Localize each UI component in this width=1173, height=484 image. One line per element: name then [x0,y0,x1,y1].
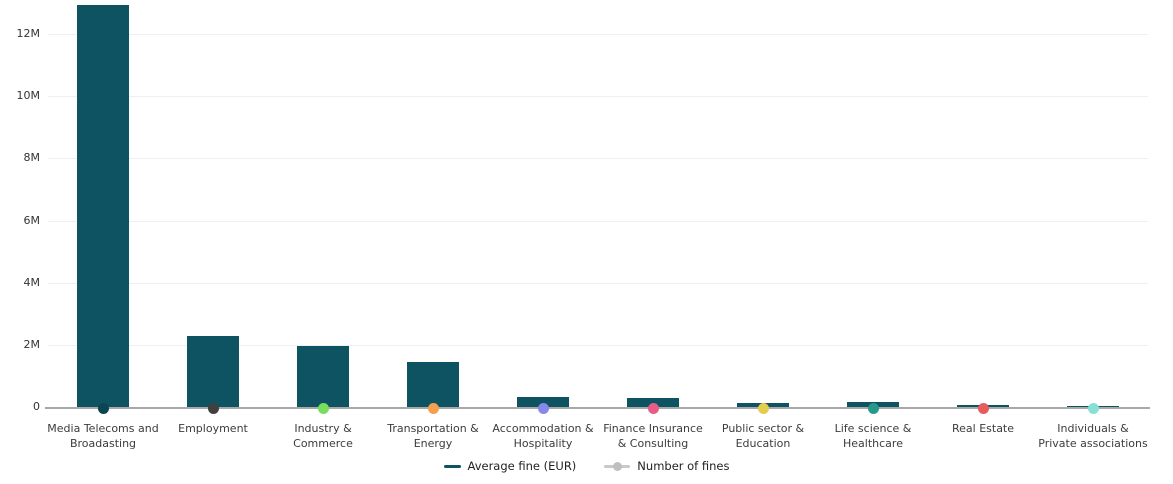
x-category-label-0: Media Telecoms and Broadasting [47,422,159,450]
y-tick-label-8M: 8M [23,151,41,164]
bar-category-3[interactable] [407,362,459,407]
number-of-fines-dot-6[interactable] [758,403,769,414]
number-of-fines-dot-9[interactable] [1088,403,1099,414]
legend-line-swatch-icon [443,464,461,468]
y-tick-label-12M: 12M [16,27,41,40]
y-tick-label-10M: 10M [16,89,41,102]
number-of-fines-dot-7[interactable] [868,403,879,414]
gridline-12M [48,34,1148,35]
y-tick-label-0: 0 [33,400,40,413]
number-of-fines-dot-4[interactable] [538,403,549,414]
gridline-4M [48,283,1148,284]
x-category-label-8: Real Estate [951,422,1015,435]
legend-line-dot-swatch-icon [604,461,631,471]
x-category-label-1: Employment [178,422,248,435]
legend-label-number-of-fines: Number of fines [637,459,730,473]
x-category-label-3: Transportation & Energy [387,422,479,450]
x-category-label-2: Industry & Commerce [293,422,353,450]
y-tick-label-6M: 6M [23,214,41,227]
gridline-6M [48,221,1148,222]
bar-category-0[interactable] [77,5,129,407]
number-of-fines-dot-5[interactable] [648,403,659,414]
x-category-label-9: Individuals & Private associations [1038,422,1148,450]
bar-category-1[interactable] [187,336,239,407]
x-category-label-4: Accommodation & Hospitality [492,422,594,450]
legend-item-number-of-fines[interactable]: Number of fines [604,459,730,473]
x-category-label-6: Public sector & Education [721,422,805,450]
gridline-10M [48,96,1148,97]
bar-category-5[interactable] [627,398,679,407]
gridline-8M [48,158,1148,159]
number-of-fines-dot-1[interactable] [208,403,219,414]
number-of-fines-dot-2[interactable] [318,403,329,414]
bar-category-2[interactable] [297,346,349,407]
legend-item-average-fine[interactable]: Average fine (EUR) [443,459,577,473]
x-axis-line [45,407,1150,409]
number-of-fines-dot-3[interactable] [428,403,439,414]
y-tick-label-2M: 2M [23,338,41,351]
number-of-fines-dot-8[interactable] [978,403,989,414]
y-tick-label-4M: 4M [23,276,41,289]
bar-category-4[interactable] [517,397,569,407]
x-category-label-5: Finance Insurance & Consulting [603,422,703,450]
legend-label-average-fine: Average fine (EUR) [467,459,577,473]
number-of-fines-dot-0[interactable] [98,403,109,414]
gridline-2M [48,345,1148,346]
chart-legend: Average fine (EUR) Number of fines [0,459,1173,473]
x-category-label-7: Life science & Healthcare [834,422,912,450]
